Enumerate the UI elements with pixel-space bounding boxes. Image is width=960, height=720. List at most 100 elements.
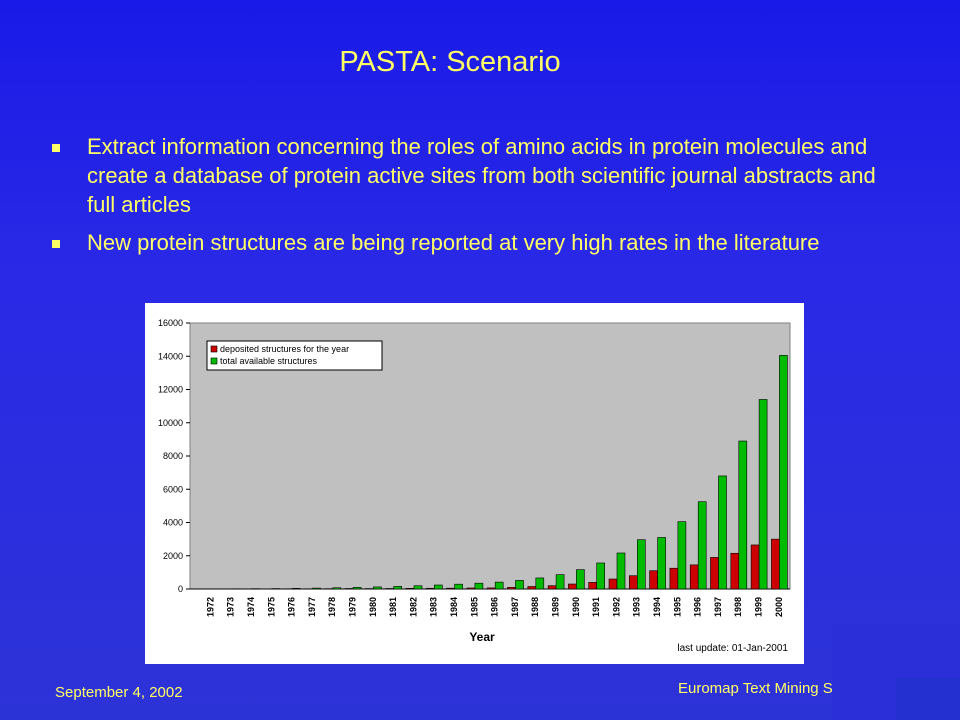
bar-deposited <box>730 552 740 590</box>
x-tick-label: 1990 <box>571 597 581 617</box>
x-tick-label: 1984 <box>449 597 459 617</box>
bar-deposited <box>669 567 679 590</box>
chart-container: 0 2000 4000 6000 8000 10000 12000 14000 16000 197… <box>145 303 804 664</box>
bar-deposited <box>507 587 516 590</box>
x-axis-title: Year <box>469 630 495 644</box>
y-tick-label: 0 <box>178 584 183 594</box>
x-tick-label: 1988 <box>530 597 540 617</box>
legend-swatch <box>210 357 218 365</box>
bar-total <box>494 581 504 590</box>
bar-total <box>454 583 463 590</box>
bullet-square-icon <box>52 144 60 152</box>
bullet-text: Extract information concerning the roles… <box>87 134 876 217</box>
y-tick-label: 8000 <box>163 451 183 461</box>
x-tick-label: 1991 <box>591 597 601 617</box>
footer-date: September 4, 2002 <box>55 684 183 701</box>
x-tick-label: 1981 <box>388 597 398 617</box>
bar-total <box>373 586 382 590</box>
x-tick-label: 1993 <box>632 597 642 617</box>
x-tick-label: 1978 <box>327 597 337 617</box>
bar-total <box>697 501 707 590</box>
bar-total <box>758 399 768 590</box>
bar-total <box>718 475 727 590</box>
bar-deposited <box>771 538 780 590</box>
bar-total <box>738 440 748 590</box>
x-tick-label: 1982 <box>408 597 418 617</box>
bar-total <box>291 588 301 590</box>
bullet-text: New protein structures are being reporte… <box>87 230 820 255</box>
bar-deposited <box>750 544 760 590</box>
bar-total <box>555 574 565 590</box>
x-tick-label: 1979 <box>347 597 357 617</box>
y-tick-label: 12000 <box>158 385 183 395</box>
x-tick-label: 2000 <box>774 597 784 617</box>
x-tick-label: 1983 <box>429 597 439 617</box>
bar-total <box>576 569 585 590</box>
bullet-item: Extract information concerning the roles… <box>48 132 888 219</box>
x-tick-label: 1997 <box>713 597 723 617</box>
bullet-list: Extract information concerning the roles… <box>48 132 888 266</box>
corner-decoration <box>896 678 960 720</box>
bar-deposited <box>466 587 476 590</box>
bar-deposited <box>405 588 415 590</box>
x-tick-label: 1985 <box>469 597 479 617</box>
x-tick-label: 1987 <box>510 597 520 617</box>
legend-label: total available structures <box>220 356 318 366</box>
bar-deposited <box>649 570 658 590</box>
legend-swatch <box>210 345 218 353</box>
bar-total <box>393 586 402 590</box>
x-tick-label: 1986 <box>490 597 500 617</box>
x-tick-label: 1994 <box>652 597 662 617</box>
bar-total <box>332 587 342 590</box>
bar-deposited <box>710 557 719 590</box>
y-tick-label: 6000 <box>163 484 183 494</box>
bar-deposited <box>527 586 537 590</box>
bar-total <box>677 521 687 590</box>
bar-total <box>616 552 626 590</box>
bar-total <box>657 537 666 590</box>
x-tick-label: 1999 <box>753 597 763 617</box>
y-tick-label: 14000 <box>158 351 183 361</box>
bar-total <box>636 539 646 590</box>
bar-total <box>352 587 362 590</box>
x-tick-label: 1995 <box>672 597 682 617</box>
bar-total <box>413 585 423 590</box>
bar-total <box>433 584 443 590</box>
bar-deposited <box>588 582 598 590</box>
bar-deposited <box>446 587 455 590</box>
bar-deposited <box>568 583 577 590</box>
footer-seminar-name: Euromap Text Mining Seminar <box>678 680 879 697</box>
bar-total <box>596 562 606 590</box>
bullet-item: New protein structures are being reporte… <box>48 228 888 257</box>
slide-title: PASTA: Scenario <box>339 46 561 78</box>
bar-deposited <box>425 587 435 590</box>
x-tick-label: 1989 <box>550 597 560 617</box>
x-tick-label: 1975 <box>266 597 276 617</box>
bar-deposited <box>689 564 699 590</box>
x-tick-label: 1977 <box>307 597 317 617</box>
legend-label: deposited structures for the year <box>220 344 349 354</box>
bar-deposited <box>486 587 496 590</box>
legend-box <box>206 340 383 371</box>
bullet-square-icon <box>52 240 60 248</box>
x-tick-label: 1973 <box>226 597 236 617</box>
x-tick-label: 1996 <box>693 597 703 617</box>
bar-deposited <box>608 578 618 590</box>
chart-update-note: last update: 01-Jan-2001 <box>677 643 788 654</box>
x-tick-label: 1976 <box>287 597 297 617</box>
bar-total <box>779 355 788 590</box>
x-tick-label: 1974 <box>246 597 256 617</box>
bar-chart: 0 2000 4000 6000 8000 10000 12000 14000 16000 197… <box>158 318 791 654</box>
bar-total <box>312 587 321 590</box>
y-tick-label: 2000 <box>163 551 183 561</box>
y-tick-label: 4000 <box>163 518 183 528</box>
x-tick-label: 1980 <box>368 597 378 617</box>
y-tick-label: 16000 <box>158 318 183 328</box>
bar-total <box>535 577 545 590</box>
bar-deposited <box>628 575 638 590</box>
bar-total <box>474 582 484 590</box>
bar-deposited <box>547 585 557 590</box>
bar-total <box>515 580 524 590</box>
x-tick-label: 1972 <box>205 597 215 617</box>
x-tick-label: 1992 <box>611 597 621 617</box>
